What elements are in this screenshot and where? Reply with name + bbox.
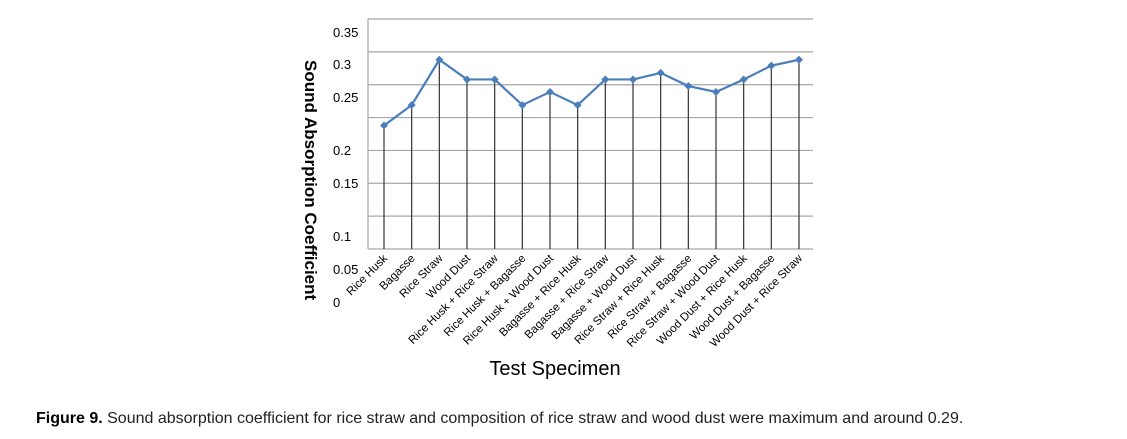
series-line bbox=[383, 58, 800, 127]
y-axis-title-clip: Sound Absorption Coefficient bbox=[300, 60, 321, 300]
y-tick-label: 0.25 bbox=[333, 90, 359, 105]
y-tick-label: 0.15 bbox=[333, 176, 359, 191]
data-point bbox=[573, 101, 582, 110]
data-point bbox=[795, 55, 803, 64]
y-tick-label: 0.1 bbox=[333, 229, 352, 244]
y-axis-title: Sound Absorption Coefficient bbox=[301, 60, 320, 300]
figure-caption: Figure 9. Sound absorption coefficient f… bbox=[36, 410, 963, 428]
caption-text: Sound absorption coefficient for rice st… bbox=[102, 410, 964, 427]
data-point bbox=[463, 75, 471, 84]
data-point bbox=[546, 87, 554, 96]
data-point bbox=[712, 87, 720, 96]
y-tick-label: 0 bbox=[333, 295, 341, 310]
x-axis-title: Test Specimen bbox=[489, 358, 621, 380]
data-point bbox=[518, 101, 527, 110]
data-point bbox=[601, 75, 610, 84]
y-tick-label: 0.35 bbox=[333, 25, 359, 40]
data-point bbox=[684, 82, 693, 91]
data-point bbox=[767, 61, 776, 70]
y-tick-label: 0.05 bbox=[333, 262, 359, 277]
data-point bbox=[656, 68, 665, 77]
data-point bbox=[629, 75, 637, 84]
y-tick-label: 0.2 bbox=[333, 143, 352, 158]
caption-label: Figure 9. bbox=[36, 410, 103, 427]
data-point bbox=[380, 121, 388, 130]
data-point bbox=[739, 75, 748, 84]
y-tick-label: 0.3 bbox=[333, 57, 352, 72]
data-point bbox=[407, 101, 416, 110]
data-point bbox=[435, 55, 444, 64]
data-point bbox=[490, 75, 499, 84]
